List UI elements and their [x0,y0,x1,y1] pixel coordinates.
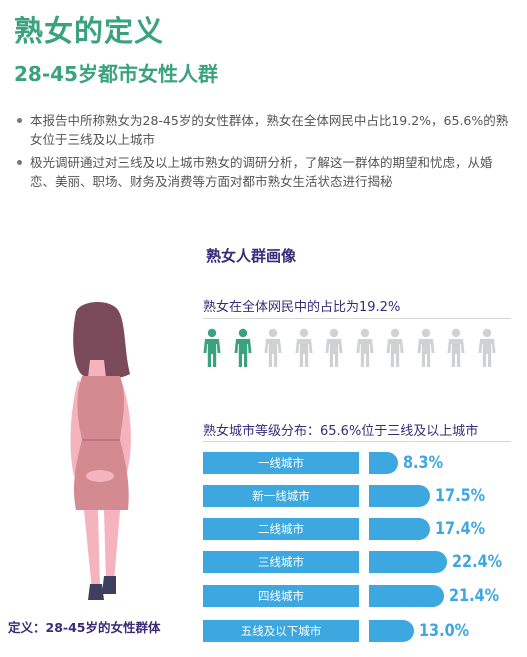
city-bar [369,452,398,474]
person-icon-row [198,328,508,370]
city-bar [369,551,447,573]
city-value-label: 21.4% [449,586,500,606]
page-subtitle: 28-45岁都市女性人群 [14,62,218,86]
city-value-label: 13.0% [419,621,470,641]
person-icon [386,328,404,367]
share-label: 熟女在全体网民中的占比为19.2% [203,300,401,315]
person-icon [234,328,251,367]
city-label: 一线城市 [203,452,359,474]
city-bar [369,585,444,607]
city-value-label: 17.4% [435,519,486,539]
city-value-label: 8.3% [403,453,444,473]
person-icon [203,328,221,367]
city-row: 二线城市 17.4% [203,518,523,540]
divider [203,441,511,442]
city-label: 四线城市 [203,585,359,607]
city-label: 三线城市 [203,551,359,573]
city-value-label: 22.4% [452,552,503,572]
city-row: 一线城市 8.3% [203,452,523,474]
bullet-item: 本报告中所称熟女为28-45岁的女性群体，熟女在全体网民中占比19.2%，65.… [16,111,516,149]
city-row: 四线城市 21.4% [203,585,523,607]
person-icon [295,328,312,367]
bullet-item: 极光调研通过对三线及以上城市熟女的调研分析，了解这一群体的期望和忧虑，从婚恋、美… [16,153,516,191]
city-row: 新一线城市 17.5% [203,485,523,507]
person-icon [417,328,434,367]
city-bar [369,620,414,642]
city-label: 五线及以下城市 [203,620,359,642]
city-bar [369,485,430,507]
city-bar [369,518,430,540]
city-row: 三线城市 22.4% [203,551,523,573]
person-icon [325,328,343,367]
page-title: 熟女的定义 [14,14,165,48]
definition-label: 定义：28-45岁的女性群体 [8,620,161,635]
city-value-label: 17.5% [435,486,486,506]
person-icon [478,328,495,367]
woman-illustration [70,301,131,600]
intro-bullets: 本报告中所称熟女为28-45岁的女性群体，熟女在全体网民中占比19.2%，65.… [16,111,516,195]
person-icon [264,328,282,367]
city-label: 二线城市 [203,518,359,540]
person-icon [356,328,373,367]
portrait-title: 熟女人群画像 [206,247,297,265]
divider [203,318,511,319]
person-icon [447,328,465,367]
city-label: 新一线城市 [203,485,359,507]
city-row: 五线及以下城市 13.0% [203,620,523,642]
distribution-label: 熟女城市等级分布：65.6%位于三线及以上城市 [203,424,479,439]
